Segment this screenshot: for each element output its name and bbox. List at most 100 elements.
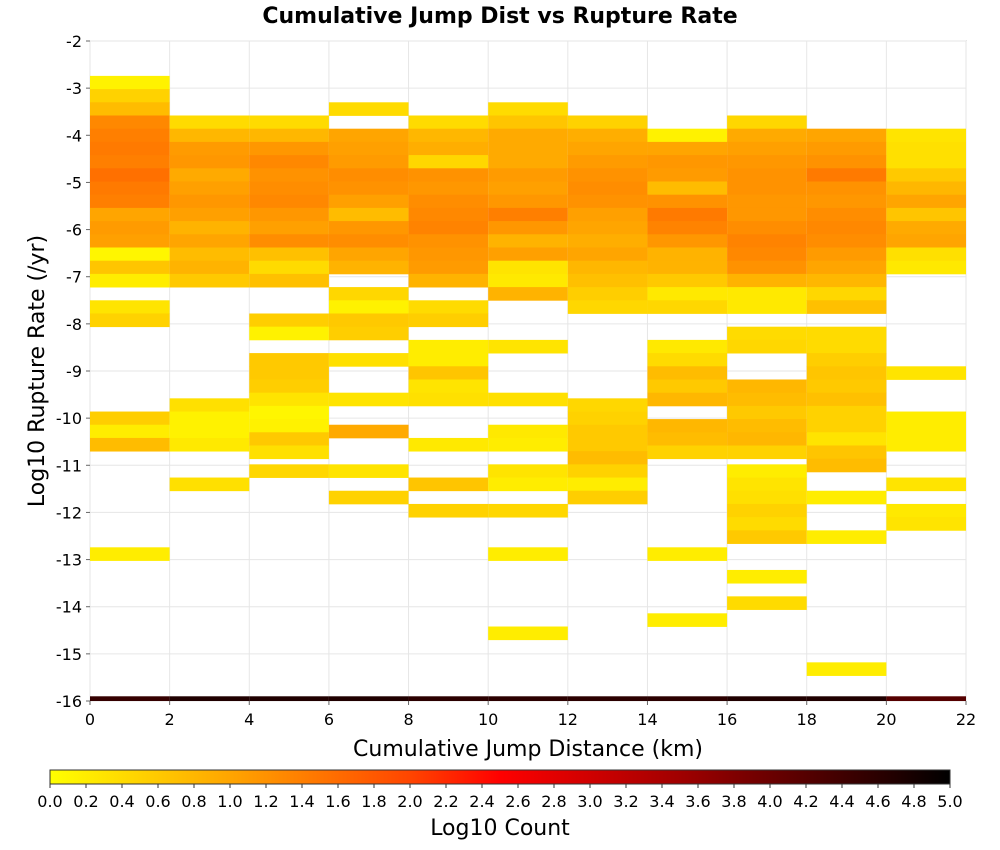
colorbar-tick-label: 1.2 <box>253 792 278 811</box>
colorbar-tick-label: 3.4 <box>649 792 674 811</box>
heatmap-cell <box>249 181 329 196</box>
heatmap-cell <box>328 181 409 196</box>
heatmap-cell <box>647 155 728 169</box>
heatmap-cell <box>90 194 170 209</box>
x-tick-label: 22 <box>956 710 976 729</box>
heatmap-cell <box>567 247 648 262</box>
heatmap-cell <box>567 194 648 209</box>
heatmap-cell <box>90 155 170 169</box>
y-tick-label: -5 <box>66 173 82 192</box>
heatmap-cell <box>488 437 568 452</box>
heatmap-cell <box>727 273 807 288</box>
heatmap-cell <box>806 353 887 367</box>
heatmap-cell <box>90 89 170 103</box>
heatmap-cell <box>727 464 807 478</box>
heatmap-cell <box>328 424 409 439</box>
heatmap-cell <box>886 424 966 439</box>
y-tick-label: -6 <box>66 221 82 240</box>
heatmap-cell <box>567 181 648 196</box>
x-tick-label: 2 <box>165 710 175 729</box>
heatmap-cell <box>408 477 489 492</box>
heatmap-cell <box>90 247 170 262</box>
heatmap-cell <box>408 168 489 182</box>
heatmap-cell <box>408 181 489 196</box>
heatmap-cell <box>488 168 568 182</box>
heatmap-cell <box>328 287 409 301</box>
y-tick-label: -3 <box>66 79 82 98</box>
heatmap-cell <box>408 128 489 143</box>
colorbar-tick-label: 2.0 <box>397 792 422 811</box>
heatmap-cell <box>806 419 887 433</box>
heatmap-cell <box>408 503 489 518</box>
heatmap-cell <box>249 419 329 433</box>
y-tick-label: -2 <box>66 32 82 51</box>
heatmap-cell <box>328 234 409 248</box>
heatmap-cell <box>886 366 966 380</box>
heatmap-cell <box>727 181 807 196</box>
chart-title: Cumulative Jump Dist vs Rupture Rate <box>262 4 737 29</box>
heatmap-cell <box>328 128 409 143</box>
heatmap-cell <box>647 353 728 367</box>
heatmap-cell <box>328 326 409 341</box>
colorbar-tick-label: 4.8 <box>901 792 926 811</box>
heatmap-cell <box>727 326 807 341</box>
colorbar-tick-label: 5.0 <box>937 792 962 811</box>
heatmap-cell <box>488 115 568 130</box>
heatmap-cell <box>488 273 568 288</box>
heatmap-cell <box>90 437 170 452</box>
heatmap-cell <box>249 194 329 209</box>
heatmap-cell <box>249 379 329 394</box>
heatmap-cell <box>647 168 728 182</box>
heatmap-cell <box>328 260 409 275</box>
heatmap-cell <box>328 300 409 314</box>
colorbar-tick-label: 1.8 <box>361 792 386 811</box>
heatmap-cell <box>806 366 887 380</box>
heatmap-cell <box>806 155 887 169</box>
heatmap-cell <box>249 221 329 235</box>
heatmap-cell <box>806 181 887 196</box>
heatmap-cell <box>169 273 250 288</box>
heatmap-cell <box>806 379 887 394</box>
heatmap-cell <box>249 366 329 380</box>
heatmap-cell <box>567 451 648 465</box>
heatmap-cell <box>727 234 807 248</box>
colorbar-tick-label: 0.0 <box>37 792 62 811</box>
heatmap-cell <box>886 194 966 209</box>
heatmap-cell <box>647 273 728 288</box>
heatmap-cell <box>567 273 648 288</box>
heatmap-cell <box>169 424 250 439</box>
heatmap-cell <box>249 141 329 156</box>
heatmap-cell <box>806 141 887 156</box>
heatmap-cell-bottom <box>886 696 966 701</box>
heatmap-cell-bottom <box>727 696 807 701</box>
heatmap-cell-bottom <box>488 696 568 701</box>
heatmap-cell <box>488 287 568 301</box>
heatmap-cell <box>169 194 250 209</box>
heatmap-cell <box>169 168 250 182</box>
x-axis-ticks: 0 2 4 6 8 10 12 14 16 18 20 22 <box>85 701 976 729</box>
heatmap-cell <box>806 247 887 262</box>
heatmap-cell <box>169 155 250 169</box>
heatmap-cell <box>408 207 489 222</box>
heatmap-cell-bottom <box>328 696 409 701</box>
x-tick-label: 0 <box>85 710 95 729</box>
heatmap-cell <box>488 155 568 169</box>
heatmap-cell <box>90 102 170 116</box>
heatmap-cell <box>886 221 966 235</box>
heatmap-cell <box>727 569 807 584</box>
heatmap-cell <box>328 155 409 169</box>
heatmap-cell <box>169 221 250 235</box>
y-tick-label: -15 <box>56 645 82 664</box>
heatmap-cell <box>90 273 170 288</box>
colorbar-tick-label: 0.8 <box>181 792 206 811</box>
heatmap-cell <box>90 260 170 275</box>
heatmap-cell <box>249 392 329 407</box>
heatmap-cell-bottom <box>249 696 329 701</box>
heatmap-cell <box>90 75 170 90</box>
heatmap-cell <box>249 432 329 446</box>
x-axis-label: Cumulative Jump Distance (km) <box>353 737 703 762</box>
heatmap-cell <box>727 432 807 446</box>
heatmap-cell <box>727 517 807 531</box>
heatmap-cell <box>249 207 329 222</box>
heatmap-cell <box>727 596 807 610</box>
